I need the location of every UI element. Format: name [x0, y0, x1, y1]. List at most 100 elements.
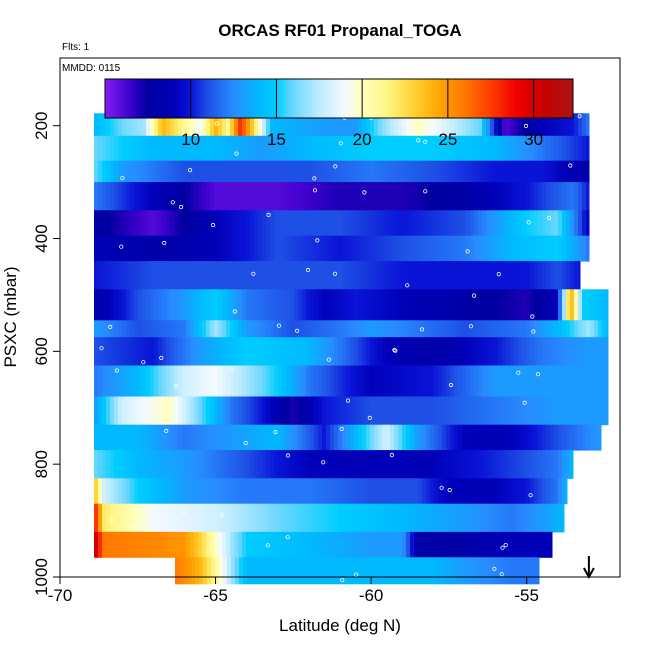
heatmap-cell [550, 531, 553, 558]
heatmap-cell [390, 182, 395, 211]
heatmap-cell [462, 235, 467, 262]
heatmap-cell [374, 320, 379, 338]
heatmap-cell [514, 478, 519, 505]
heatmap-cell [366, 289, 371, 321]
heatmap-cell [446, 113, 451, 137]
heatmap-cell [562, 182, 567, 211]
heatmap-cell [162, 531, 167, 558]
heatmap-cell [234, 365, 239, 397]
heatmap-cell [214, 478, 219, 505]
heatmap-cell [122, 210, 127, 237]
colorbar-swatch [549, 79, 552, 118]
heatmap-cell [206, 424, 211, 451]
colorbar-swatch [261, 79, 264, 118]
heatmap-cell [214, 320, 219, 338]
heatmap-cell [190, 365, 195, 397]
heatmap-cell [166, 424, 171, 451]
heatmap-cell [438, 337, 443, 366]
heatmap-cell [250, 424, 255, 451]
heatmap-cell [294, 503, 299, 533]
heatmap-cell [338, 531, 343, 558]
heatmap-cell [166, 478, 171, 505]
heatmap-cell [382, 113, 387, 137]
heatmap-cell [118, 424, 123, 451]
heatmap-cell [102, 450, 107, 479]
heatmap-cell [175, 557, 180, 585]
heatmap-cell [450, 160, 455, 183]
heatmap-cell [254, 320, 259, 338]
heatmap-cell [106, 424, 111, 451]
heatmap-cell [190, 289, 195, 321]
heatmap-cell [238, 337, 243, 366]
heatmap-cell [183, 557, 188, 585]
heatmap-cell [386, 365, 391, 397]
colorbar-swatch [309, 79, 312, 118]
heatmap-cell [306, 160, 311, 183]
heatmap-cell [442, 289, 447, 321]
heatmap-cell [527, 557, 532, 585]
heatmap-cell [578, 135, 583, 162]
heatmap-cell [542, 478, 547, 505]
heatmap-cell [450, 235, 455, 262]
heatmap-cell [542, 261, 547, 290]
heatmap-cell [554, 210, 559, 237]
heatmap-cell [582, 235, 587, 262]
heatmap-cell [130, 261, 135, 290]
heatmap-cell [370, 135, 375, 162]
heatmap-cell [374, 424, 379, 451]
heatmap-cell [162, 113, 167, 137]
heatmap-cell [578, 289, 583, 321]
heatmap-cell [214, 450, 219, 479]
heatmap-cell [318, 365, 323, 397]
heatmap-cell [346, 424, 351, 451]
heatmap-cell [319, 557, 324, 585]
heatmap-cell [339, 557, 344, 585]
heatmap-cell [394, 235, 399, 262]
heatmap-cell [170, 337, 175, 366]
heatmap-cell [118, 396, 123, 426]
heatmap-cell [182, 160, 187, 183]
heatmap-cell [138, 450, 143, 479]
heatmap-cell [326, 135, 331, 162]
colorbar-swatch [167, 79, 170, 118]
heatmap-cell [210, 365, 215, 397]
colorbar-swatch [107, 79, 110, 118]
heatmap-cell [214, 337, 219, 366]
heatmap-cell [570, 396, 575, 426]
heatmap-cell [207, 557, 212, 585]
heatmap-cell [538, 160, 543, 183]
heatmap-cell [382, 424, 387, 451]
heatmap-cell [306, 531, 311, 558]
colorbar-swatch [241, 79, 244, 118]
heatmap-cell [486, 261, 491, 290]
heatmap-cell [470, 261, 475, 290]
heatmap-cell [138, 478, 143, 505]
heatmap-cell [330, 450, 335, 479]
heatmap-cell [146, 235, 151, 262]
heatmap-cell [202, 320, 207, 338]
heatmap-cell [530, 235, 535, 262]
heatmap-cell [282, 182, 287, 211]
heatmap-cell [550, 424, 555, 451]
arrow-icon [583, 556, 595, 580]
heatmap-cell [462, 135, 467, 162]
heatmap-cell [206, 135, 211, 162]
heatmap-cell [182, 235, 187, 262]
sample-marker [465, 249, 470, 254]
heatmap-cell [286, 450, 291, 479]
heatmap-cell [538, 531, 543, 558]
heatmap-cell [515, 557, 520, 585]
heatmap-cell [303, 557, 308, 585]
heatmap-cell [550, 320, 555, 338]
heatmap-cell [282, 235, 287, 262]
heatmap-cell [574, 424, 579, 451]
heatmap-cell [210, 396, 215, 426]
heatmap-cell [514, 135, 519, 162]
heatmap-cell [410, 450, 415, 479]
heatmap-cell [518, 503, 523, 533]
heatmap-cell [102, 182, 107, 211]
heatmap-cell [562, 450, 567, 479]
colorbar-swatch [547, 79, 550, 118]
heatmap-cell [390, 424, 395, 451]
heatmap-cell [262, 135, 267, 162]
